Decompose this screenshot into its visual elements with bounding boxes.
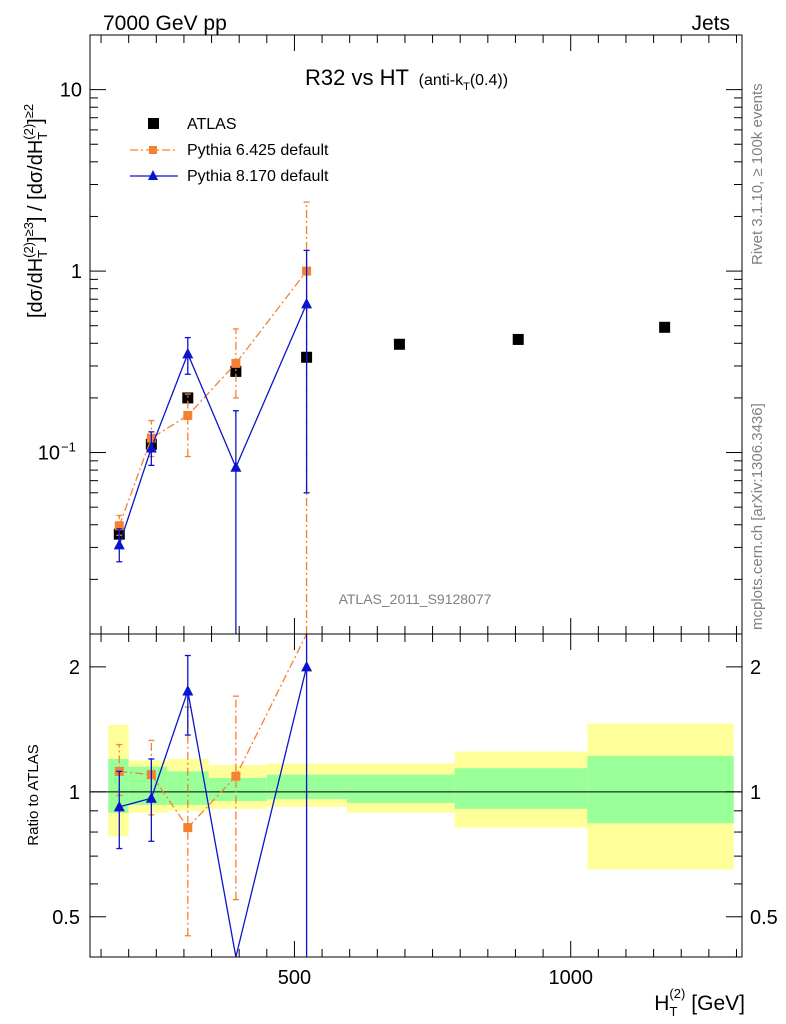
pythia6-ratio-point-3 [231, 771, 241, 781]
pythia6-main-point-0 [114, 521, 124, 531]
ratio-tick-label-right-0: 0.5 [750, 907, 778, 929]
header-right: Jets [691, 12, 730, 35]
analysis-id-label: ATLAS_2011_S9128077 [339, 591, 492, 607]
header-left: 7000 GeV pp [103, 12, 227, 35]
main-plot-series [113, 201, 671, 634]
mcplots-reference-text: mcplots.cern.ch [arXiv:1306.3436] [749, 403, 766, 630]
atlas-point-2 [182, 392, 194, 404]
atlas-point-5 [393, 338, 405, 350]
pythia6-main-point-2 [183, 411, 193, 421]
ratio-tick-label-right-1: 1 [750, 782, 761, 804]
legend-atlas-label: ATLAS [187, 116, 237, 133]
pythia8-ratio-point-0 [113, 800, 125, 812]
legend-atlas-marker [148, 118, 159, 129]
ratio-plot-axes: 500 1000 0.5 0.5 1 1 2 2 [52, 633, 778, 989]
ratio-y-axis-label: Ratio to ATLAS [25, 744, 42, 845]
pythia6-main-point-3 [231, 358, 241, 368]
ratio-band-green-7 [587, 755, 734, 824]
legend-pythia8-label: Pythia 8.170 default [187, 168, 329, 185]
pythia8-main-point-4 [301, 297, 313, 309]
legend-pythia6-label: Pythia 6.425 default [187, 142, 329, 159]
ratio-tick-label-left-2: 2 [69, 657, 80, 679]
pythia8-main-point-1 [145, 441, 157, 453]
ratio-band-green-3 [208, 777, 267, 802]
legend-pythia6-marker [149, 146, 157, 154]
y-tick-label-0: 10 [38, 443, 60, 465]
y-axis-label: [dσ/dHT(2)]≥3] / [dσ/dHT(2)]≥2 [21, 104, 50, 318]
x-tick-label-1: 1000 [548, 967, 593, 989]
ratio-band-green-6 [454, 768, 588, 809]
atlas-point-6 [512, 333, 524, 345]
pythia6-ratio-point-2 [183, 823, 193, 833]
pythia8-main-point-2 [182, 347, 194, 359]
pythia8-main-point-3 [230, 461, 242, 472]
ratio-tick-label-left-0: 0.5 [52, 907, 80, 929]
rivet-version-text: Rivet 3.1.10, ≥ 100k events [749, 83, 766, 265]
pythia8-ratio-point-4 [301, 660, 313, 672]
ratio-tick-label-left-1: 1 [69, 782, 80, 804]
y-tick-label-exp-0: −1 [61, 440, 76, 455]
x-tick-label-0: 500 [278, 967, 311, 989]
y-tick-label-2: 10 [60, 80, 82, 102]
pythia8-main-point-0 [113, 538, 125, 550]
pythia8-main-line [118, 303, 308, 546]
plot-title: R32 vs HT (anti-kT(0.4)) [305, 65, 508, 93]
ratio-plot-series [113, 633, 313, 958]
ratio-frame [89, 633, 743, 958]
pythia6-main-line [118, 270, 308, 526]
ratio-band-green-5 [346, 774, 455, 803]
x-axis-label: HT(2) [GeV] [654, 986, 745, 1019]
legend: ATLAS Pythia 6.425 default Pythia 8.170 … [130, 116, 329, 185]
pythia8-ratio-point-1 [145, 792, 157, 803]
legend-pythia8-marker [148, 170, 158, 180]
atlas-point-7 [659, 321, 671, 333]
y-tick-label-1: 1 [71, 261, 82, 283]
pythia8-ratio-point-2 [182, 684, 194, 696]
atlas-point-3 [230, 365, 242, 377]
ratio-tick-label-right-2: 2 [750, 657, 761, 679]
